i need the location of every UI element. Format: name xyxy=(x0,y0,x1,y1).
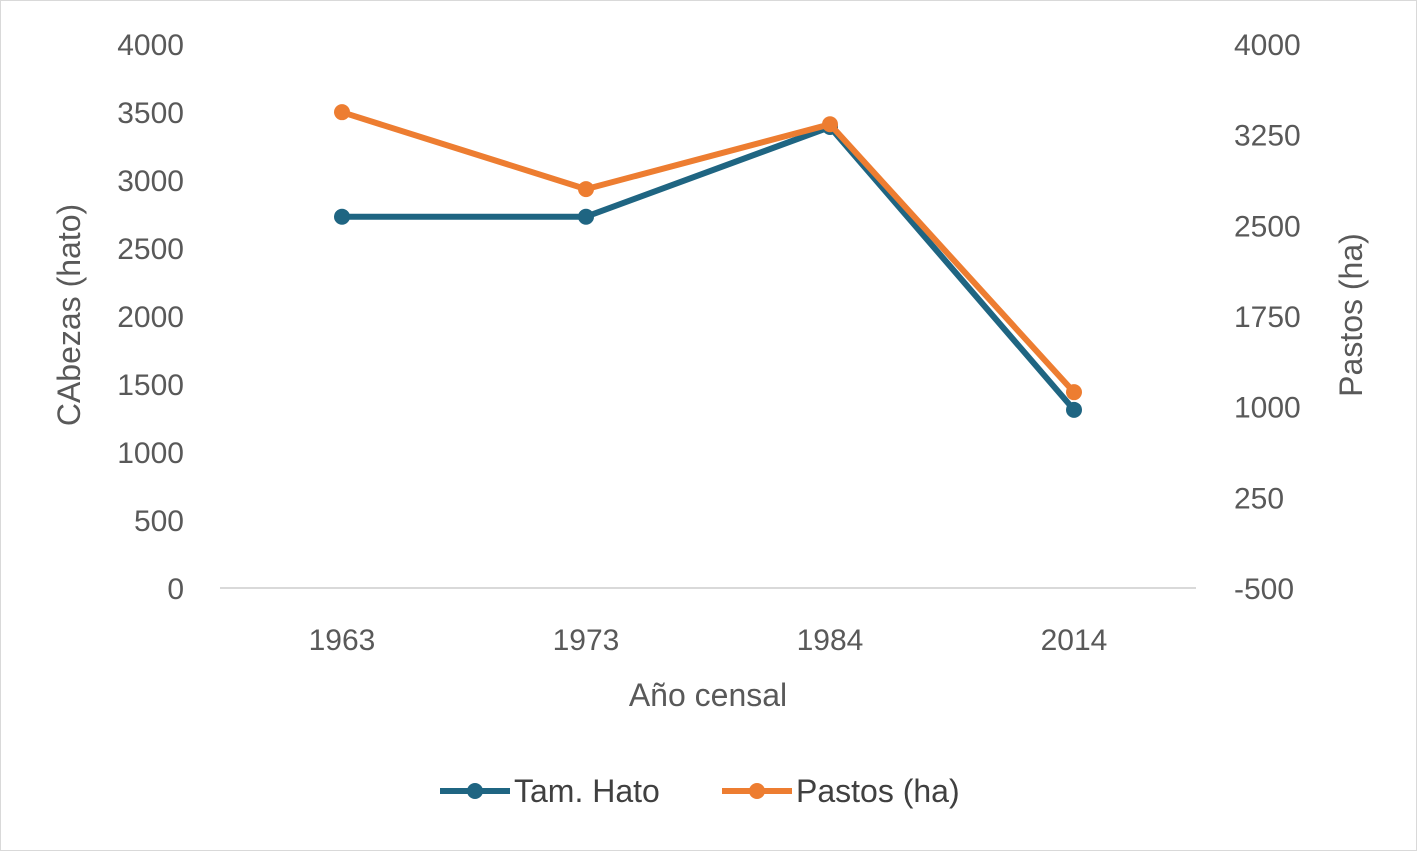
x-axis-ticks: 1963 1973 1984 2014 xyxy=(309,624,1108,657)
right-y-axis-title: Pastos (ha) xyxy=(1333,233,1369,397)
right-y-tick-label: 3250 xyxy=(1234,120,1301,153)
right-y-tick-label: -500 xyxy=(1234,573,1294,606)
legend-label: Pastos (ha) xyxy=(796,773,960,809)
left-y-tick-label: 1000 xyxy=(117,437,184,470)
left-y-tick-label: 0 xyxy=(167,573,184,606)
series-pastos-ha xyxy=(334,104,1082,401)
left-y-tick-label: 2500 xyxy=(117,233,184,266)
x-tick-label: 1963 xyxy=(309,624,376,657)
data-point[interactable] xyxy=(822,116,838,133)
data-point[interactable] xyxy=(1066,384,1082,401)
right-y-axis-ticks: -500 250 1000 1750 2500 3250 4000 xyxy=(1234,29,1301,606)
right-y-tick-label: 2500 xyxy=(1234,210,1301,243)
legend-label: Tam. Hato xyxy=(514,773,660,809)
right-y-tick-label: 250 xyxy=(1234,482,1284,515)
right-y-tick-label: 4000 xyxy=(1234,29,1301,62)
x-tick-label: 1973 xyxy=(553,624,620,657)
left-y-tick-label: 3000 xyxy=(117,165,184,198)
left-y-tick-label: 4000 xyxy=(117,29,184,62)
series-tam-hato xyxy=(334,118,1082,418)
legend: Tam. Hato Pastos (ha) xyxy=(440,773,960,809)
left-y-tick-label: 2000 xyxy=(117,301,184,334)
legend-swatch-marker xyxy=(749,783,765,799)
data-point[interactable] xyxy=(334,208,350,225)
series-layer xyxy=(334,104,1082,418)
right-y-tick-label: 1750 xyxy=(1234,301,1301,334)
data-point[interactable] xyxy=(578,208,594,225)
left-y-tick-label: 1500 xyxy=(117,369,184,402)
series-line xyxy=(339,109,1077,396)
series-line xyxy=(339,124,1077,413)
left-y-axis-ticks: 0 500 1000 1500 2000 2500 3000 3500 4000 xyxy=(117,29,184,606)
left-y-tick-label: 500 xyxy=(134,505,184,538)
x-tick-label: 1984 xyxy=(797,624,864,657)
legend-item-pastos[interactable]: Pastos (ha) xyxy=(722,773,960,809)
right-y-tick-label: 1000 xyxy=(1234,392,1301,425)
left-y-axis-title: CAbezas (hato) xyxy=(51,204,87,426)
x-axis-title: Año censal xyxy=(629,677,787,713)
data-point[interactable] xyxy=(1066,401,1082,418)
left-y-tick-label: 3500 xyxy=(117,97,184,130)
legend-item-tam-hato[interactable]: Tam. Hato xyxy=(440,773,660,809)
data-point[interactable] xyxy=(334,104,350,121)
data-point[interactable] xyxy=(578,181,594,198)
legend-swatch-marker xyxy=(467,783,483,799)
x-tick-label: 2014 xyxy=(1041,624,1108,657)
